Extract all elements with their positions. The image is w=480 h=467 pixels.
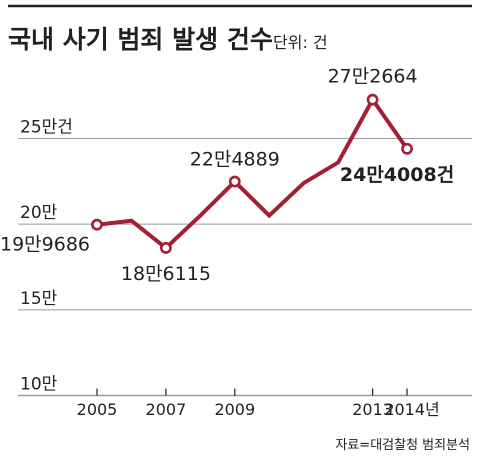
data-label: 22만4889 bbox=[190, 149, 280, 171]
data-point-marker bbox=[159, 242, 172, 254]
data-label: 19만9686 bbox=[0, 234, 90, 256]
y-tick-label: 15만 bbox=[20, 289, 58, 309]
data-label: 24만4008건 bbox=[340, 164, 454, 186]
data-point-marker bbox=[401, 142, 413, 155]
y-tick-label: 20만 bbox=[20, 203, 58, 223]
data-label: 18만6115 bbox=[121, 263, 211, 285]
chart-title: 국내 사기 범죄 발생 건수 bbox=[8, 25, 273, 54]
y-axis-tick-labels: 10만 15만 20만 25만건 bbox=[20, 118, 73, 395]
x-tick-label: 2014년 bbox=[384, 400, 439, 419]
data-labels: 19만9686 18만6115 22만4889 27만2664 24만4008건 bbox=[0, 66, 454, 285]
x-tick-label: 2007 bbox=[146, 400, 187, 419]
y-tick-label: 10만 bbox=[20, 375, 58, 395]
data-point-marker bbox=[228, 175, 241, 188]
data-points bbox=[91, 93, 413, 254]
source-note: 자료=대검찰청 범죄분석 bbox=[335, 438, 470, 453]
unit-label: 단위: 건 bbox=[273, 33, 328, 52]
data-label: 27만2664 bbox=[328, 66, 418, 88]
x-tick-label: 2005 bbox=[77, 400, 118, 419]
data-point-marker bbox=[366, 93, 379, 106]
x-tick-label: 2013 bbox=[352, 400, 393, 419]
y-tick-label: 25만건 bbox=[20, 118, 73, 138]
series-line bbox=[96, 95, 409, 251]
x-tick-label: 2009 bbox=[214, 400, 255, 419]
data-point-marker bbox=[91, 218, 103, 231]
